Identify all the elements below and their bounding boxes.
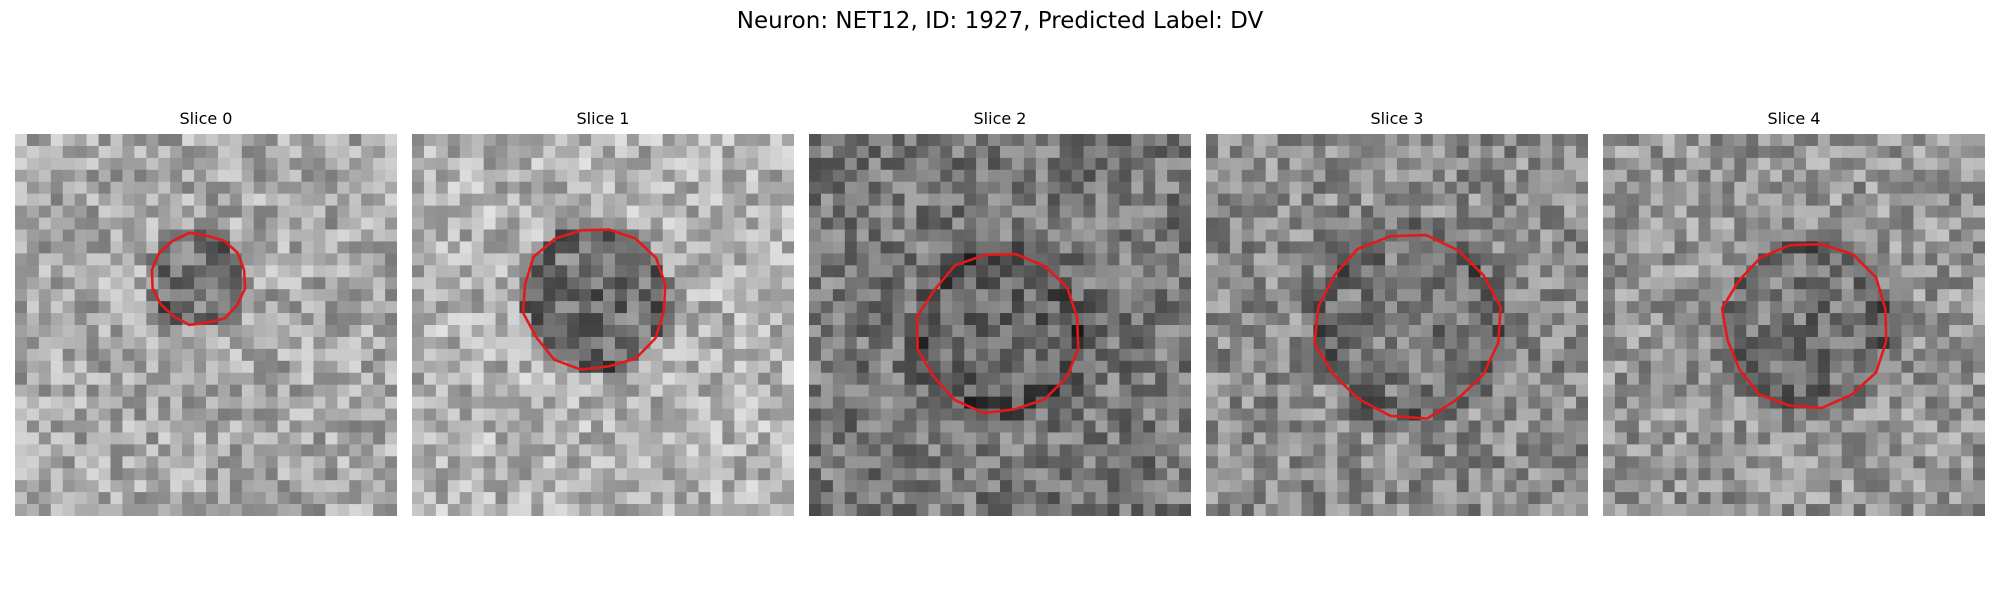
slice-image-3: [1206, 134, 1588, 516]
slice-title: Slice 0: [179, 109, 233, 128]
slice-image-0: [15, 134, 397, 516]
pixel-grid: [1206, 134, 1588, 516]
slice-image-4: [1603, 134, 1985, 516]
segmentation-contour: [521, 228, 667, 371]
segmentation-contour: [916, 252, 1080, 415]
slice-title: Slice 1: [576, 109, 630, 128]
slice-image-1: [412, 134, 794, 516]
segmentation-contour: [150, 231, 247, 327]
figure-title: Neuron: NET12, ID: 1927, Predicted Label…: [736, 8, 1264, 34]
slice-title: Slice 2: [973, 109, 1027, 128]
segmentation-contour: [1720, 242, 1888, 410]
pixel-grid: [15, 134, 397, 516]
pixel-grid: [1603, 134, 1985, 516]
pixel-grid: [412, 134, 794, 516]
pixel-grid: [809, 134, 1191, 516]
slice-title: Slice 4: [1767, 109, 1821, 128]
slice-title: Slice 3: [1370, 109, 1424, 128]
segmentation-contour: [1313, 233, 1503, 420]
slice-image-2: [809, 134, 1191, 516]
